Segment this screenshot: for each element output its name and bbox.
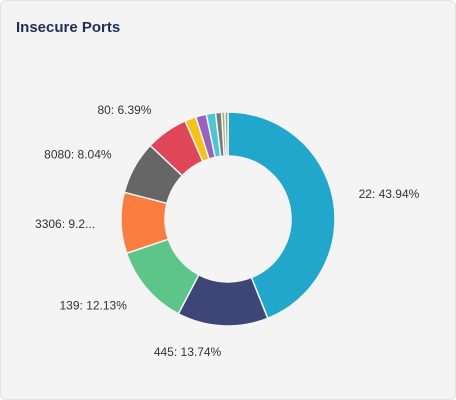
donut-labels: 22: 43.94% 445: 13.74% 139: 12.13% 3306: 9.… bbox=[35, 103, 420, 359]
donut-slices bbox=[120, 111, 336, 327]
donut-slice-22[interactable] bbox=[227, 111, 336, 320]
slice-label-139: 139: 12.13% bbox=[60, 298, 128, 312]
slice-label-445: 445: 13.74% bbox=[154, 345, 222, 359]
chart-title: Insecure Ports bbox=[16, 19, 121, 36]
donut-slice-minor-11[interactable] bbox=[224, 111, 229, 157]
slice-label-80: 80: 6.39% bbox=[97, 103, 151, 117]
slice-label-22: 22: 43.94% bbox=[359, 187, 420, 201]
slice-label-8080: 8080: 8.04% bbox=[44, 148, 112, 162]
slice-label-3306: 3306: 9.2... bbox=[35, 217, 95, 231]
